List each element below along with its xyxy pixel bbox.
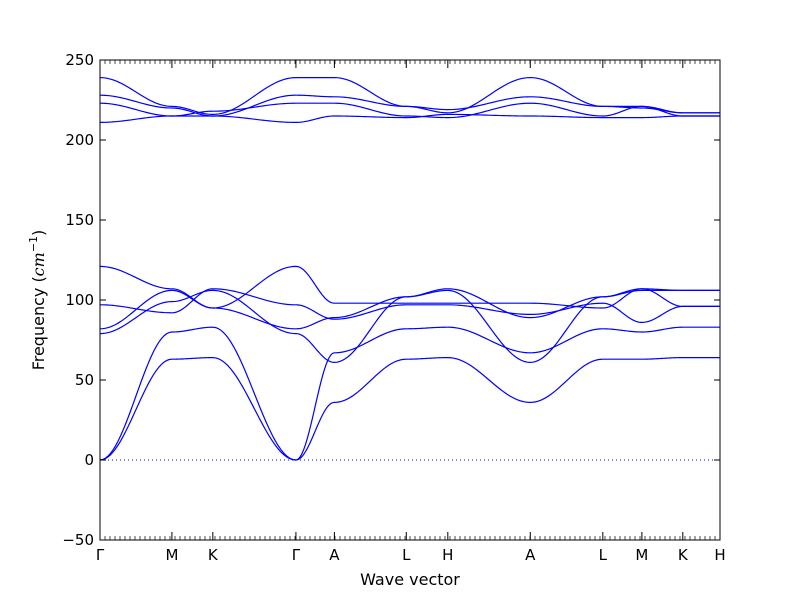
band-line-10 (99, 76, 720, 116)
y-axis-label-exponent: −1 (27, 236, 40, 252)
x-tick-label: H (714, 546, 725, 564)
y-ticks: −50 0 50 100 150 200 250 (62, 51, 720, 549)
band-line-5 (99, 288, 720, 324)
x-tick-label: L (402, 546, 411, 564)
x-axis-label: Wave vector (360, 570, 460, 589)
y-tick-label: 200 (65, 131, 94, 149)
y-tick-label: 0 (84, 451, 94, 469)
x-tick-label: K (208, 546, 219, 564)
x-tick-label: M (635, 546, 648, 564)
x-tick-label: Γ (96, 546, 105, 564)
x-tick-label: Γ (292, 546, 301, 564)
x-tick-label: L (599, 546, 608, 564)
svg-text:Frequency (cm−1): Frequency (cm−1) (27, 230, 48, 371)
band-line-2 (99, 326, 720, 461)
x-tick-label: A (525, 546, 536, 564)
band-line-9 (99, 94, 720, 117)
band-line-1 (99, 356, 720, 461)
y-axis-label-unit: cm (29, 252, 48, 276)
y-tick-label: 250 (65, 51, 94, 69)
y-tick-label: 150 (65, 211, 94, 229)
x-tick-label: K (678, 546, 689, 564)
band-line-6 (99, 265, 720, 309)
x-tick-label: H (442, 546, 453, 564)
x-tick-label: M (165, 546, 178, 564)
y-axis-label-close: ) (29, 230, 48, 236)
y-tick-label: 100 (65, 291, 94, 309)
y-axis-label: Frequency (cm−1) (27, 230, 48, 371)
plot-frame (99, 59, 721, 541)
x-tick-label: A (329, 546, 340, 564)
y-tick-label: −50 (62, 531, 94, 549)
series-layer (99, 76, 720, 461)
x-minor-ticks (99, 60, 721, 540)
y-axis-label-text: Frequency ( (29, 276, 48, 370)
y-tick-label: 50 (75, 371, 94, 389)
